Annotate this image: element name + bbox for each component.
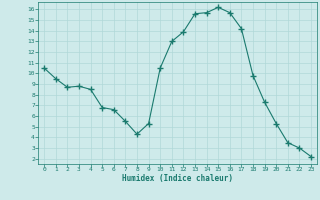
X-axis label: Humidex (Indice chaleur): Humidex (Indice chaleur) xyxy=(122,174,233,183)
